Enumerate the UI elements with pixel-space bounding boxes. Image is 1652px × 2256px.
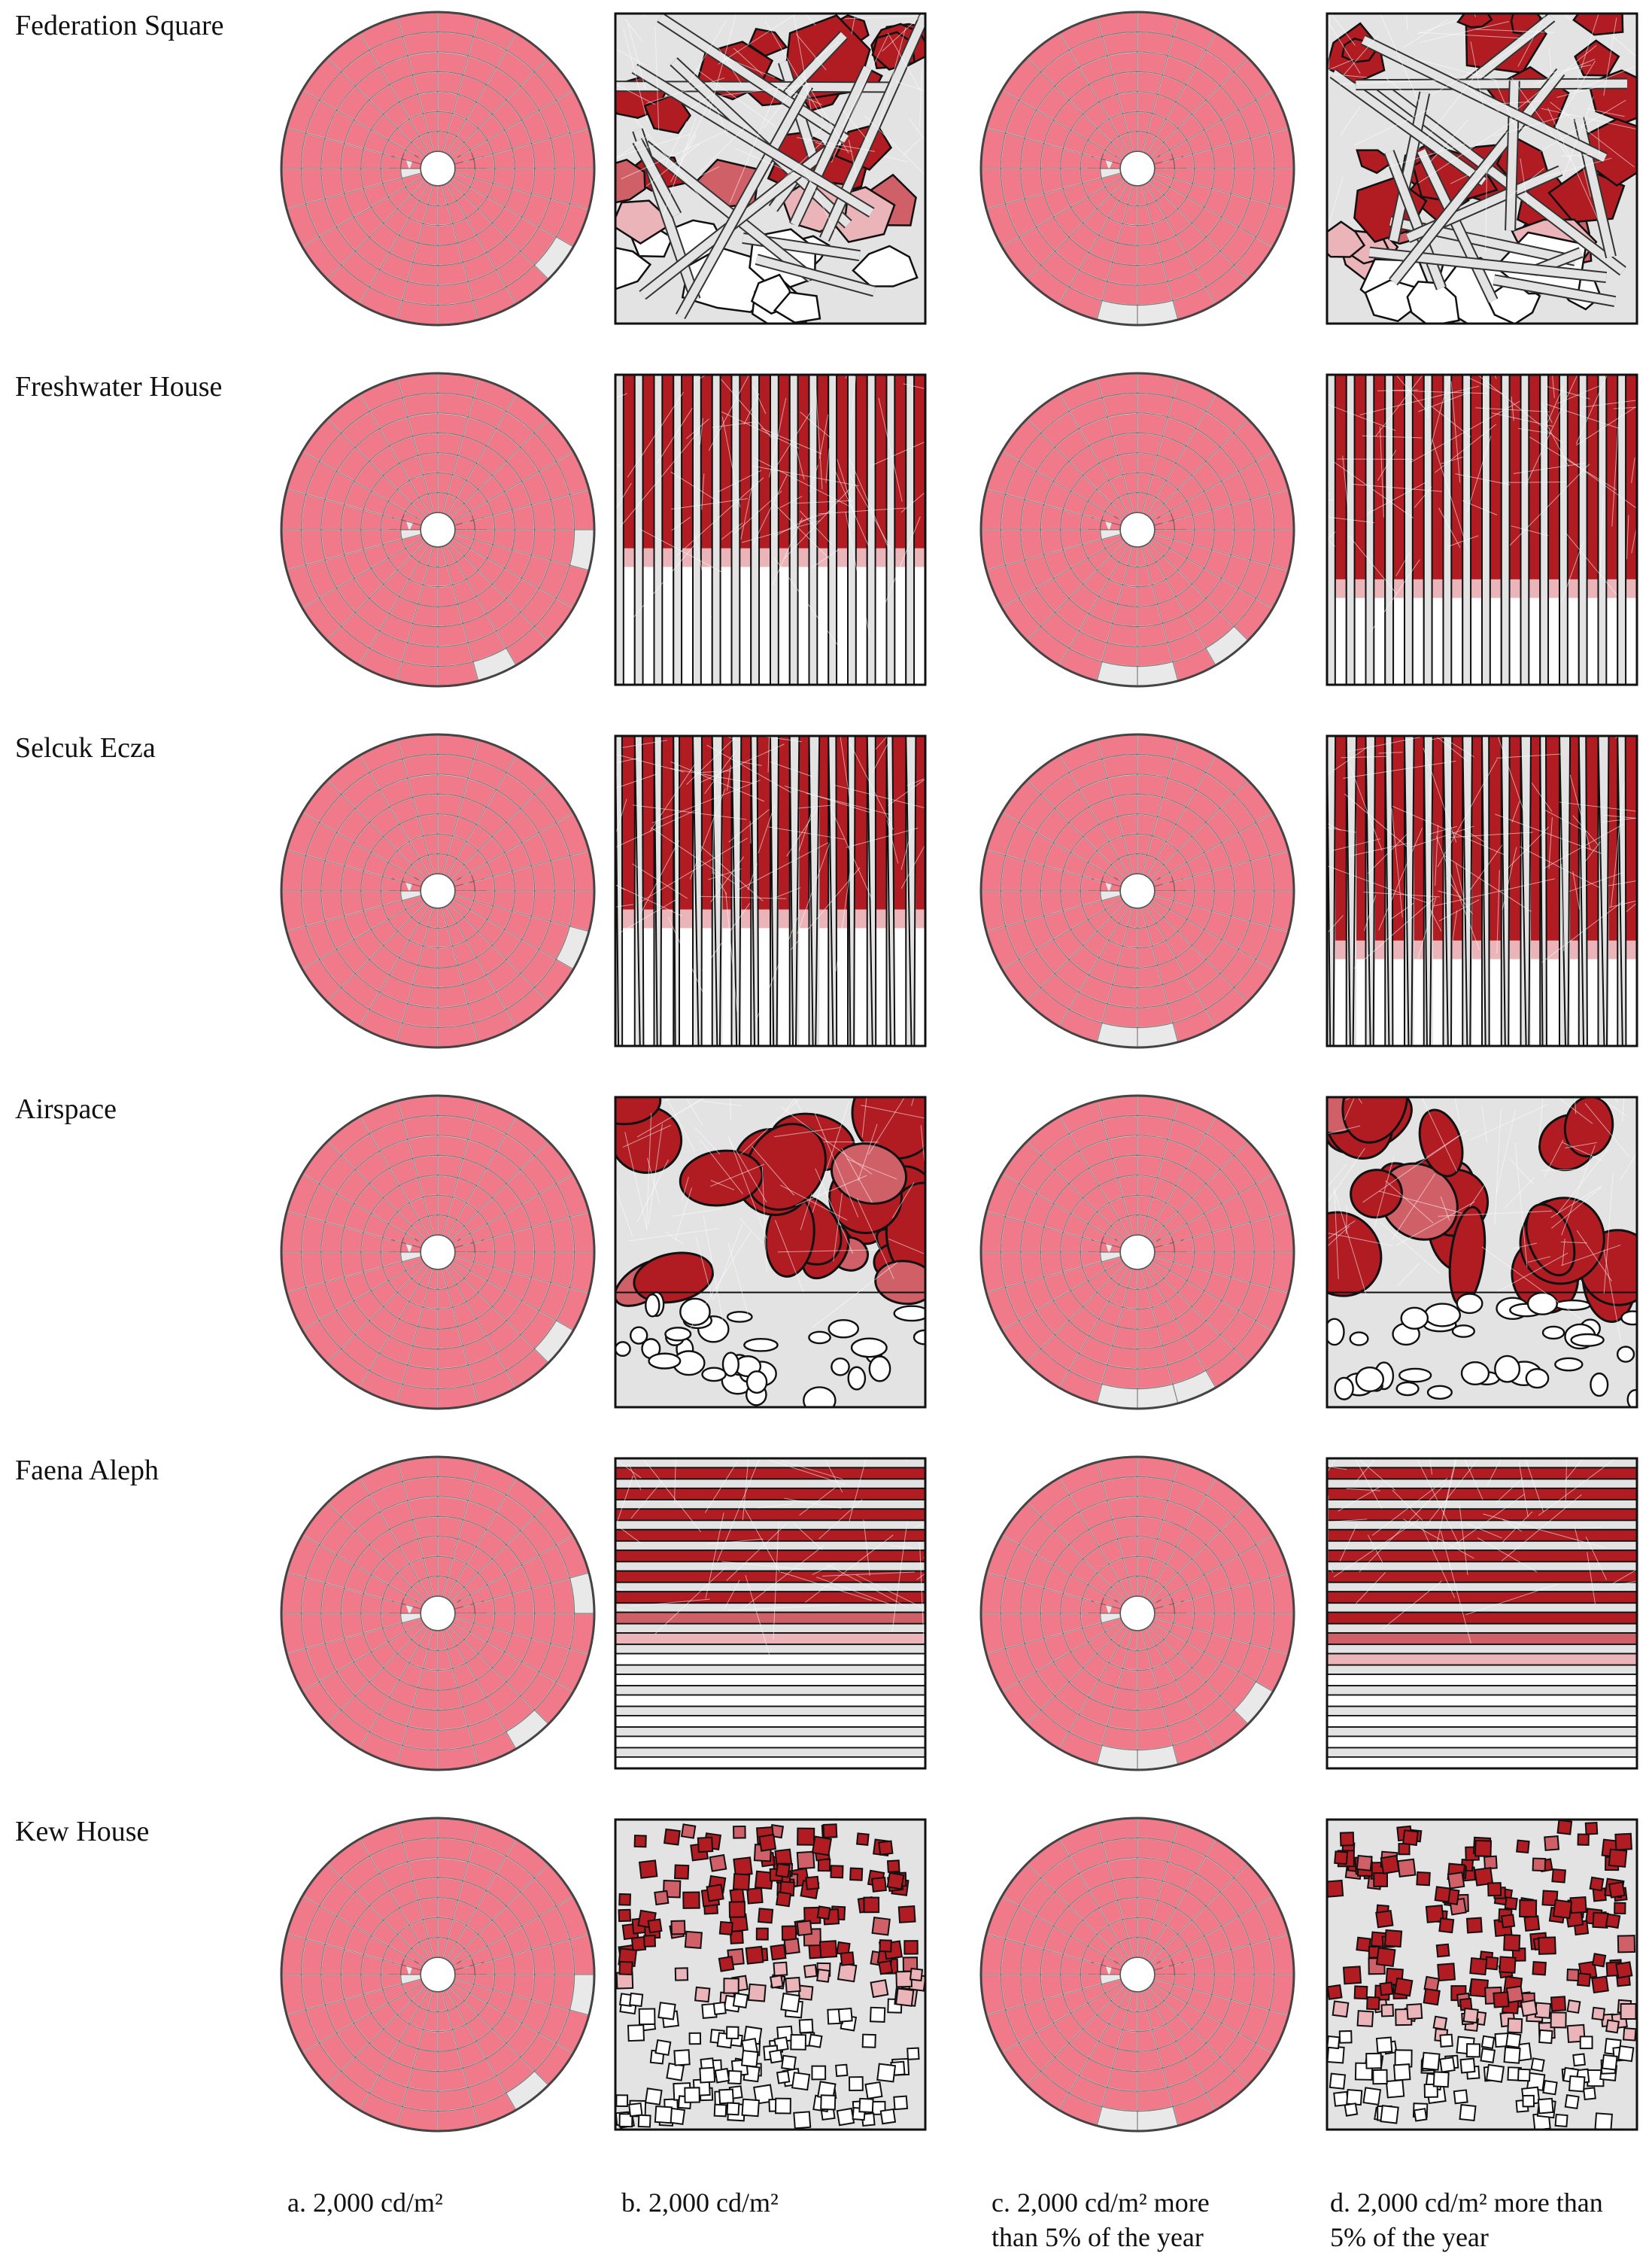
dome-c-5	[979, 1455, 1295, 1771]
column-caption-d-line2: 5% of the year	[1330, 2222, 1489, 2252]
column-caption-d: d. 2,000 cd/m² more than 5% of the year	[1330, 2185, 1603, 2254]
panel-b-3	[614, 734, 927, 1047]
row-label-5: Faena Aleph	[15, 1455, 159, 1486]
dome-a-5	[280, 1455, 596, 1771]
panel-d-1	[1326, 12, 1638, 325]
panel-d-4	[1326, 1096, 1638, 1409]
panel-b-2	[614, 373, 927, 686]
dome-c-1	[979, 11, 1295, 327]
dome-a-3	[280, 733, 596, 1049]
dome-c-2	[979, 372, 1295, 688]
row-label-1: Federation Square	[15, 10, 224, 41]
dome-a-4	[280, 1094, 596, 1410]
column-caption-b: b. 2,000 cd/m²	[621, 2185, 779, 2220]
column-caption-c-line1: c. 2,000 cd/m² more	[992, 2188, 1210, 2218]
panel-d-3	[1326, 734, 1638, 1047]
column-caption-b-line1: b. 2,000 cd/m²	[621, 2188, 779, 2218]
column-caption-c-line2: than 5% of the year	[992, 2222, 1204, 2252]
row-label-2: Freshwater House	[15, 371, 223, 403]
panel-b-5	[614, 1457, 927, 1770]
column-caption-a: a. 2,000 cd/m²	[287, 2185, 443, 2220]
dome-c-6	[979, 1817, 1295, 2133]
column-caption-a-line1: a. 2,000 cd/m²	[287, 2188, 443, 2218]
column-caption-d-line1: d. 2,000 cd/m² more than	[1330, 2188, 1603, 2218]
row-label-3: Selcuk Ecza	[15, 732, 156, 764]
row-label-4: Airspace	[15, 1093, 117, 1125]
panel-d-2	[1326, 373, 1638, 686]
dome-c-4	[979, 1094, 1295, 1410]
panel-d-5	[1326, 1457, 1638, 1770]
row-label-6: Kew House	[15, 1816, 150, 1847]
dome-a-6	[280, 1817, 596, 2133]
panel-b-4	[614, 1096, 927, 1409]
column-caption-c: c. 2,000 cd/m² more than 5% of the year	[992, 2185, 1210, 2254]
dome-a-2	[280, 372, 596, 688]
panel-b-1	[614, 12, 927, 325]
panel-d-6	[1326, 1818, 1638, 2131]
dome-a-1	[280, 11, 596, 327]
panel-b-6	[614, 1818, 927, 2131]
dome-c-3	[979, 733, 1295, 1049]
